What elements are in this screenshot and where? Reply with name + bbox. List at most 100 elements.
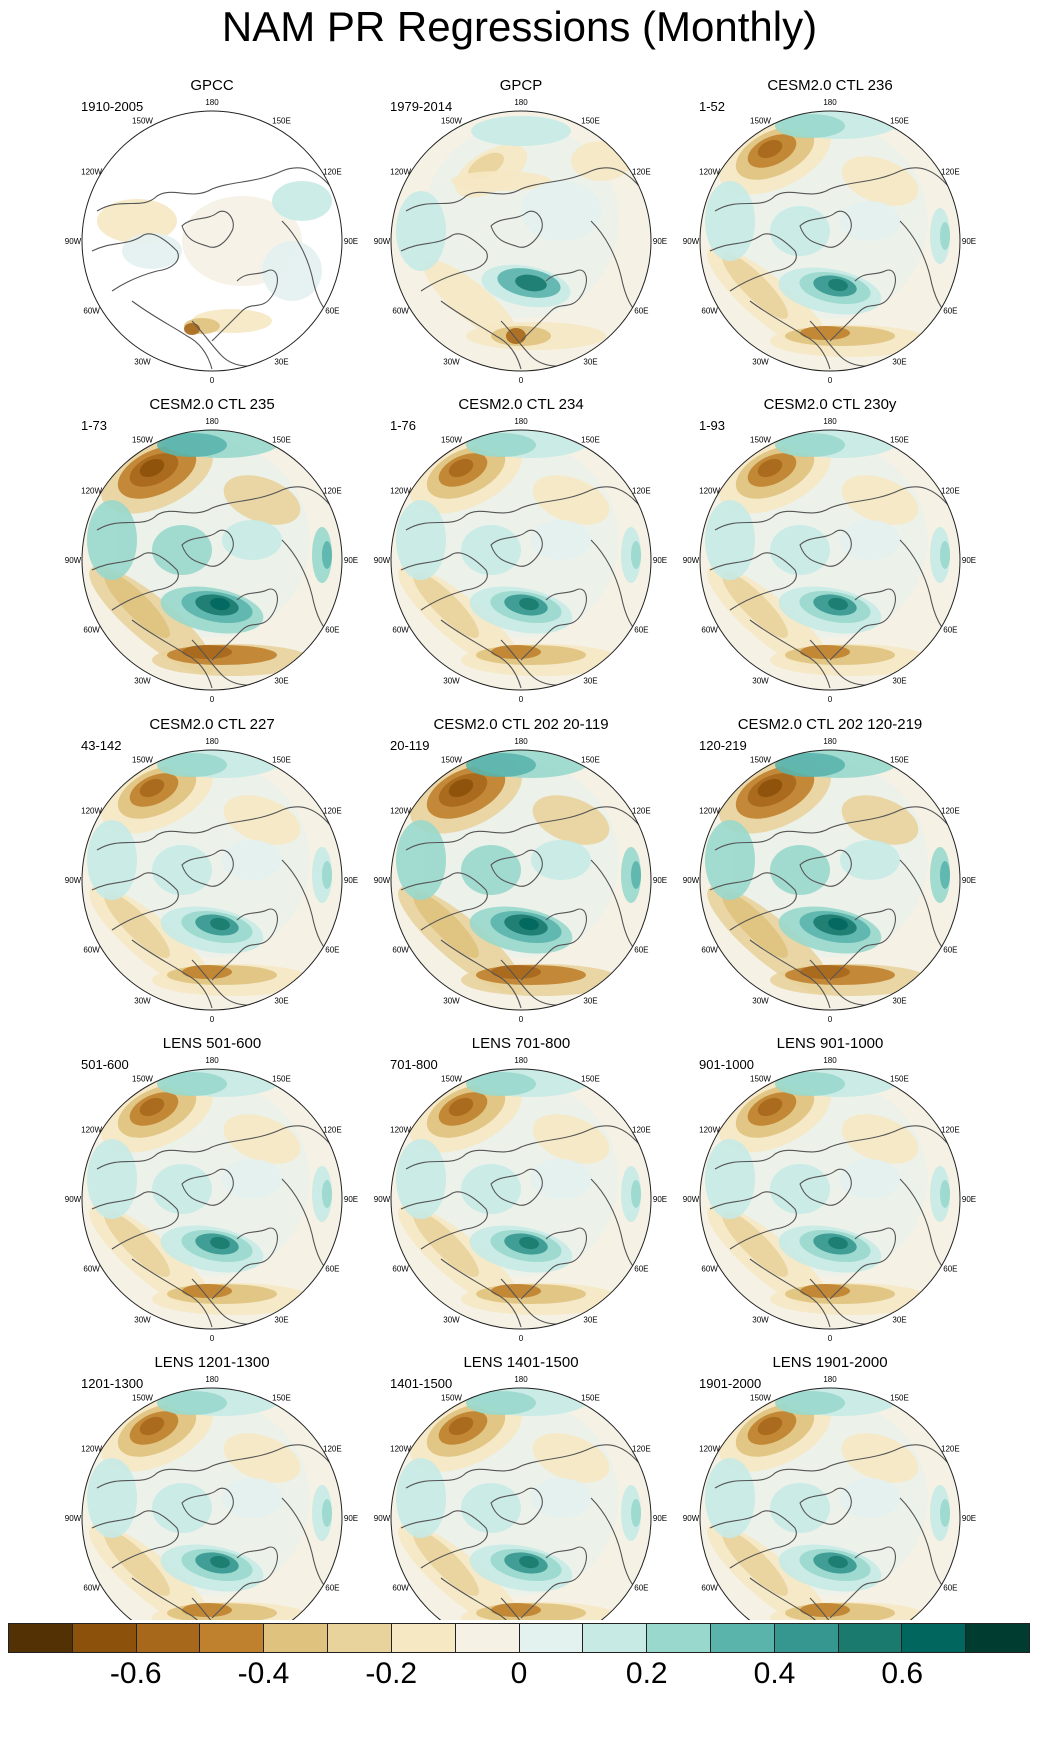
panel-title: LENS 701-800 (472, 1035, 570, 1052)
main-title: NAM PR Regressions (Monthly) (221, 3, 818, 50)
lon-label: 90W (683, 876, 700, 885)
map-boundary (699, 110, 961, 372)
lon-label: 180 (823, 737, 837, 746)
precip-field (82, 111, 342, 371)
lon-label: 30E (583, 357, 597, 366)
lon-label: 60W (392, 1265, 409, 1274)
lon-label: 30W (134, 996, 151, 1005)
panel-title: CESM2.0 CTL 230y (764, 396, 897, 413)
lon-label: 120E (632, 1126, 651, 1135)
map-panel: LENS 1901-2000 1901-2000 180 150E 120E 90E 60E… (683, 1354, 976, 1620)
lon-label: 90E (344, 1514, 358, 1523)
panel-title: CESM2.0 CTL 202 120-219 (738, 716, 923, 733)
lon-label: 30E (583, 1315, 597, 1324)
colorbar-tick-label: -0.2 (365, 1657, 418, 1690)
lon-label: 60W (701, 307, 718, 316)
lon-label: 30W (443, 1315, 460, 1324)
panel-period: 1401-1500 (390, 1376, 452, 1391)
lon-label: 120W (699, 807, 720, 816)
lon-label: 60W (392, 626, 409, 635)
lon-label: 180 (514, 417, 528, 426)
lon-label: 90E (653, 876, 667, 885)
map-boundary (390, 749, 652, 1011)
panel-period: 1979-2014 (390, 99, 452, 114)
colorbar-swatch (774, 1624, 839, 1652)
lon-label: 60W (392, 1584, 409, 1593)
colorbar-swatch (902, 1624, 967, 1652)
lon-label: 60E (634, 1584, 648, 1593)
map-boundary (390, 1387, 652, 1620)
lon-label: 30E (892, 676, 906, 685)
lon-label: 120W (81, 487, 102, 496)
lon-label: 120E (323, 1126, 342, 1135)
lon-label: 60E (325, 1265, 339, 1274)
lon-label: 90W (65, 556, 82, 565)
lon-label: 0 (519, 376, 524, 385)
lon-label: 180 (205, 737, 219, 746)
lon-label: 180 (205, 98, 219, 107)
lon-label: 120E (632, 168, 651, 177)
lon-label: 150W (750, 1394, 771, 1403)
lon-label: 120W (699, 487, 720, 496)
map-boundary (390, 110, 652, 372)
colorbar-swatch (328, 1624, 392, 1652)
lon-label: 60W (83, 307, 100, 316)
map-panel: LENS 701-800 701-800 180 150E 120E 90E 60E 30E 0… (374, 1035, 667, 1343)
colorbar-swatch (391, 1624, 456, 1652)
lon-label: 120E (941, 1445, 960, 1454)
precip-field (391, 1388, 651, 1620)
lon-label: 60E (634, 946, 648, 955)
map-panel: LENS 1401-1500 1401-1500 180 150E 120E 90E 60E… (374, 1354, 667, 1620)
panel-title: LENS 501-600 (163, 1035, 261, 1052)
lon-label: 60E (634, 626, 648, 635)
lon-label: 180 (514, 98, 528, 107)
precip-field (82, 430, 342, 690)
colorbar-tick-label: 0.4 (753, 1657, 796, 1690)
map-boundary (81, 749, 343, 1011)
panel-period: 701-800 (390, 1057, 438, 1072)
lon-label: 0 (519, 695, 524, 704)
panel-title: CESM2.0 CTL 235 (149, 396, 274, 413)
panel-period: 1-76 (390, 418, 416, 433)
lon-label: 30W (752, 996, 769, 1005)
precip-field (391, 430, 651, 690)
lon-label: 120W (390, 807, 411, 816)
lon-label: 90E (653, 1195, 667, 1204)
panel-title: LENS 901-1000 (777, 1035, 884, 1052)
lon-label: 0 (210, 1334, 215, 1343)
lon-label: 60W (83, 626, 100, 635)
lon-label: 30E (583, 996, 597, 1005)
panel-period: 901-1000 (699, 1057, 754, 1072)
panel-period: 1201-1300 (81, 1376, 143, 1391)
lon-label: 120E (323, 168, 342, 177)
precip-field (391, 1069, 651, 1329)
panel-title: CESM2.0 CTL 236 (767, 77, 892, 94)
lon-label: 150W (441, 756, 462, 765)
lon-label: 150E (890, 436, 909, 445)
lon-label: 180 (823, 417, 837, 426)
lon-label: 90W (374, 237, 391, 246)
colorbar-swatch (136, 1624, 201, 1652)
map-boundary (81, 429, 343, 691)
lon-label: 90W (683, 556, 700, 565)
lon-label: 60E (943, 1584, 957, 1593)
lon-label: 0 (828, 376, 833, 385)
lon-label: 90E (653, 1514, 667, 1523)
lon-label: 30W (134, 676, 151, 685)
panel-period: 501-600 (81, 1057, 129, 1072)
lon-label: 30W (443, 357, 460, 366)
lon-label: 30E (274, 1315, 288, 1324)
lon-label: 60E (943, 946, 957, 955)
lon-label: 0 (519, 1015, 524, 1024)
lon-label: 90E (344, 237, 358, 246)
lon-label: 60W (392, 946, 409, 955)
map-boundary (699, 1387, 961, 1620)
lon-label: 0 (210, 695, 215, 704)
panel-title: LENS 1901-2000 (772, 1354, 887, 1371)
lon-label: 0 (519, 1334, 524, 1343)
map-boundary (390, 1068, 652, 1330)
colorbar-swatch (519, 1624, 584, 1652)
lon-label: 30W (443, 676, 460, 685)
lon-label: 120W (81, 168, 102, 177)
lon-label: 90E (962, 556, 976, 565)
